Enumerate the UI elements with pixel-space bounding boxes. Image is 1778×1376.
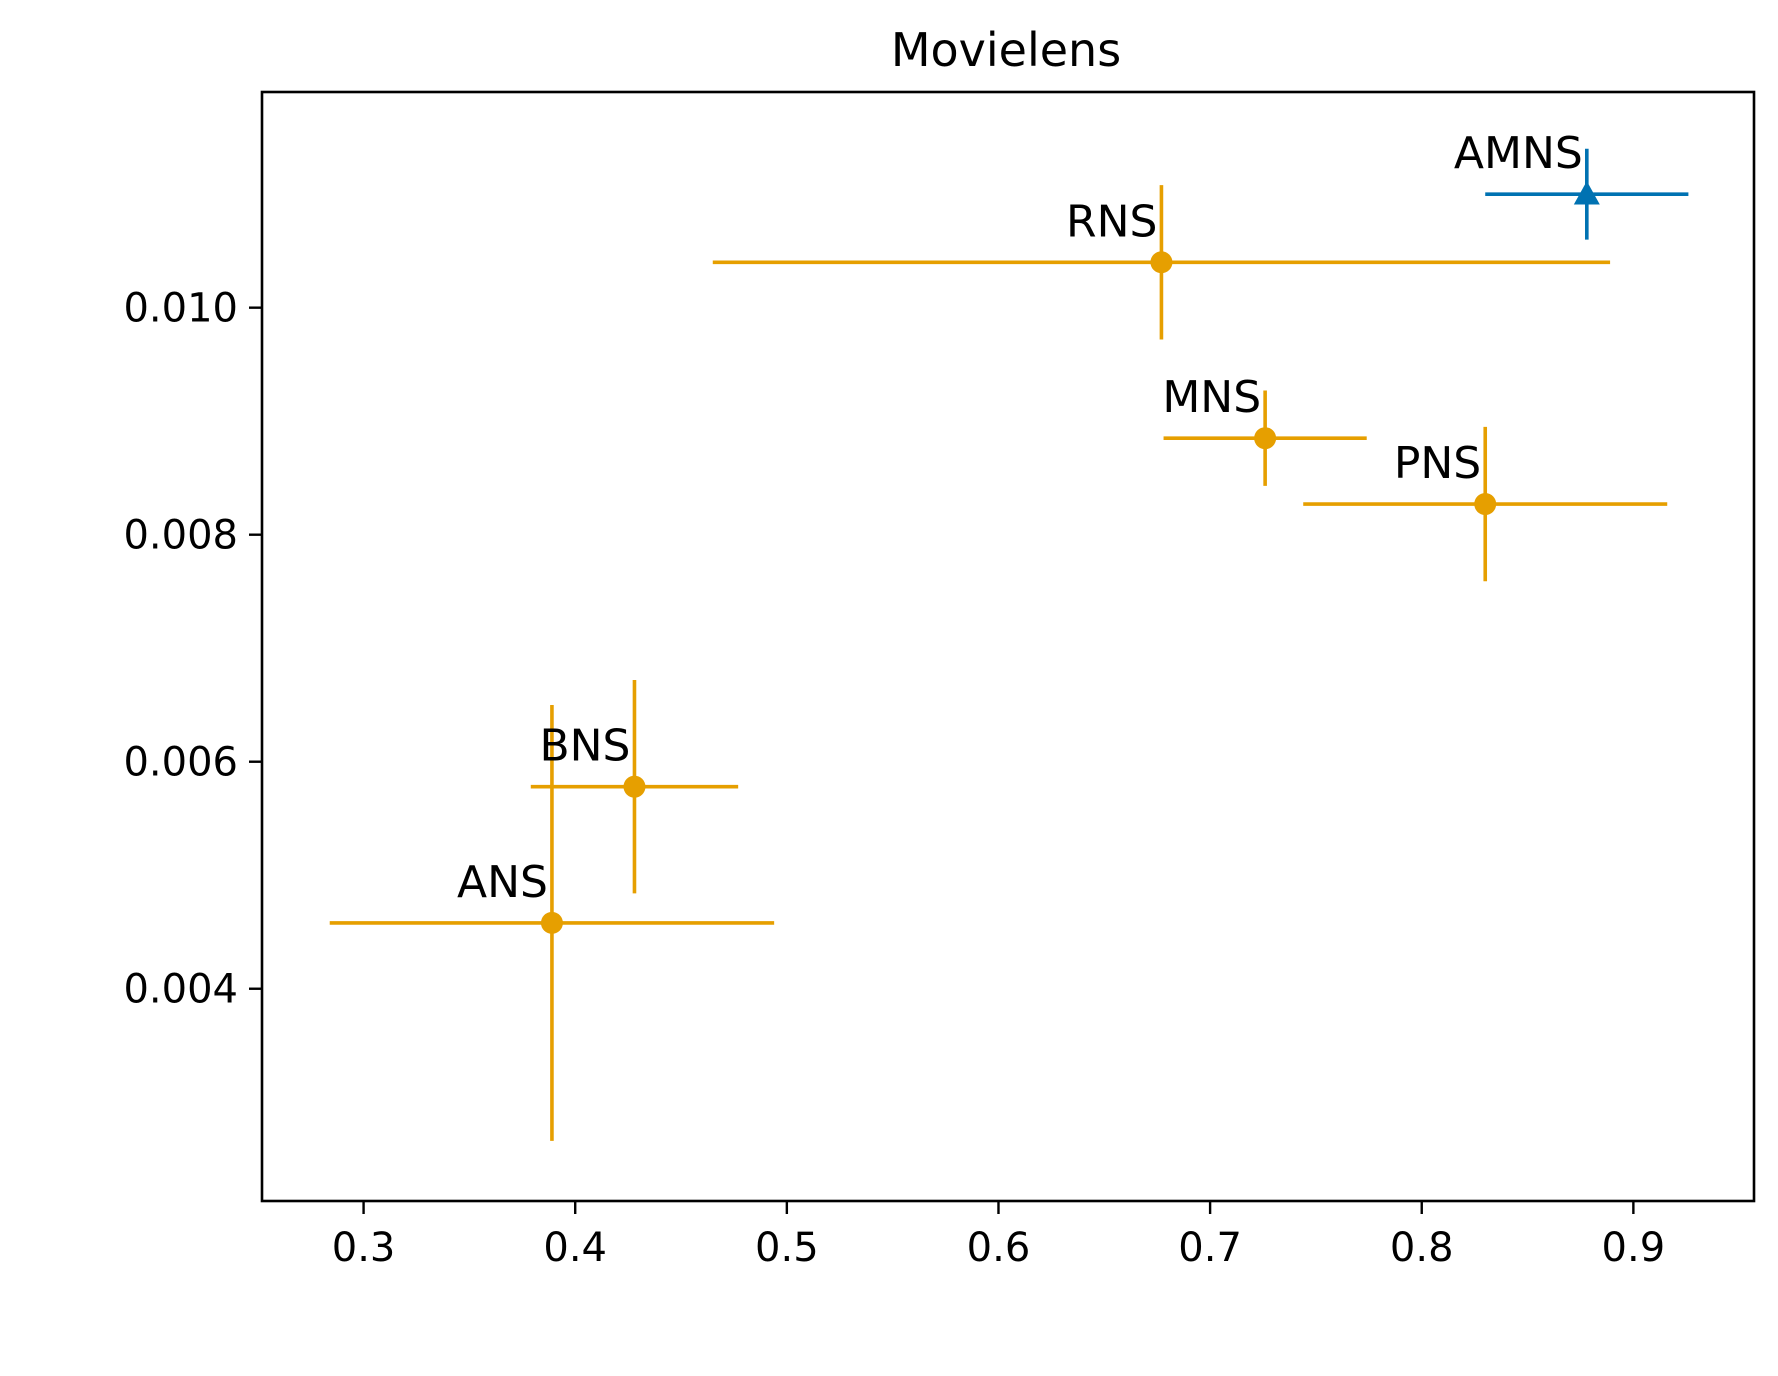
x-tick-label: 0.6 [967, 1225, 1031, 1271]
marker-pns [1474, 493, 1497, 516]
marker-ans [540, 911, 563, 934]
point-group-pns [1303, 426, 1668, 582]
point-label-bns: BNS [539, 721, 630, 772]
x-tick-label: 0.8 [1390, 1225, 1454, 1271]
point-group-mns [1163, 390, 1367, 486]
point-group-bns [530, 679, 739, 894]
marker-rns [1150, 251, 1173, 274]
x-tick-label: 0.9 [1602, 1225, 1666, 1271]
x-tick-label: 0.7 [1178, 1225, 1242, 1271]
point-labels: AMNS RNS MNS PNS BNS ANS [457, 128, 1583, 908]
y-tick-label: 0.004 [123, 967, 238, 1013]
plot-frame [260, 90, 1756, 1203]
marker-mns [1254, 427, 1277, 450]
x-tick-label: 0.5 [755, 1225, 819, 1271]
x-tick-label: 0.3 [332, 1225, 396, 1271]
point-label-pns: PNS [1394, 438, 1481, 489]
point-label-mns: MNS [1162, 372, 1261, 423]
data-marks [329, 148, 1689, 1141]
y-tick-label: 0.006 [123, 740, 238, 786]
y-tick-label: 0.010 [123, 286, 238, 332]
point-group-amns [1485, 148, 1689, 240]
point-label-amns: AMNS [1454, 128, 1583, 179]
axes: 0.3 0.4 0.5 0.6 0.7 0.8 0.9 0.004 0.006 0.008 0.01… [123, 286, 1665, 1271]
point-label-ans: ANS [457, 857, 548, 908]
point-label-rns: RNS [1066, 196, 1157, 247]
chart-title: Movielens [891, 23, 1121, 77]
marker-bns [623, 775, 646, 798]
point-group-ans [329, 704, 775, 1141]
y-tick-label: 0.008 [123, 513, 238, 559]
x-tick-label: 0.4 [543, 1225, 607, 1271]
marker-amns [1573, 181, 1600, 205]
point-group-rns [712, 185, 1611, 340]
